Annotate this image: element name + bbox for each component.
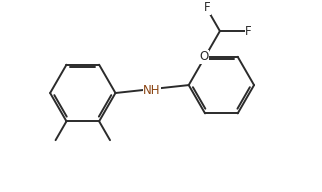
Text: F: F <box>245 25 252 38</box>
Text: F: F <box>204 1 210 14</box>
Text: O: O <box>199 50 209 63</box>
Text: NH: NH <box>143 84 161 97</box>
